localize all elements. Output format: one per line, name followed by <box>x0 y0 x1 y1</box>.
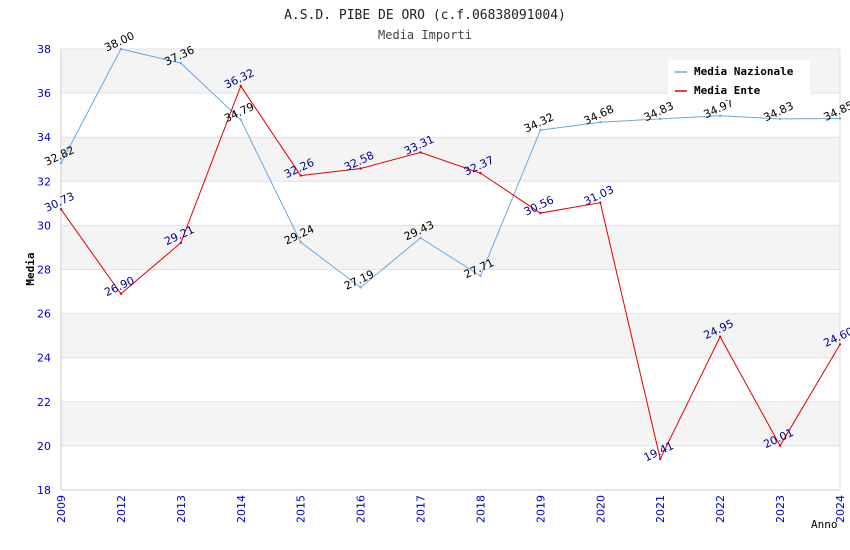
y-axis-label: Media <box>24 252 37 285</box>
data-point <box>838 343 842 346</box>
x-tick-label: 2023 <box>774 495 787 523</box>
data-point <box>838 117 842 120</box>
data-point <box>778 444 782 447</box>
data-point <box>539 211 542 215</box>
y-tick-label: 20 <box>37 440 51 453</box>
data-point <box>479 274 482 278</box>
data-point <box>179 241 183 245</box>
x-axis-label: Anno <box>811 518 838 531</box>
y-tick-label: 30 <box>37 219 51 232</box>
data-point <box>419 151 422 154</box>
data-point <box>659 117 662 121</box>
data-point <box>239 118 242 121</box>
legend: Media Nazionale Media Ente <box>668 60 810 100</box>
legend-entry-media-nazionale: Media Nazionale <box>694 65 794 78</box>
data-point <box>359 167 362 170</box>
x-tick-label: 2018 <box>474 495 487 523</box>
grid-band <box>61 401 840 446</box>
series-line-0 <box>60 48 841 288</box>
x-tick-label: 2015 <box>295 495 308 523</box>
grid-band <box>61 313 840 358</box>
y-axis: 18 20 22 24 26 28 30 32 34 36 38 <box>37 43 51 497</box>
y-tick-label: 36 <box>37 87 51 100</box>
chart-subtitle: Media Importi <box>378 28 472 42</box>
x-tick-label: 2016 <box>355 495 368 523</box>
x-axis: 2009 2012 2013 2014 2015 2016 2017 2018 2019 2020… <box>55 495 847 523</box>
x-tick-label: 2024 <box>834 495 847 523</box>
y-tick-label: 26 <box>37 308 51 321</box>
data-point <box>239 84 242 88</box>
grid-band <box>61 269 840 314</box>
grid-bands <box>60 48 841 491</box>
x-tick-label: 2009 <box>55 495 68 523</box>
x-tick-label: 2013 <box>175 495 188 523</box>
y-tick-label: 32 <box>37 175 51 188</box>
grid-band <box>61 93 840 138</box>
y-tick-label: 34 <box>37 131 51 144</box>
grid-band <box>61 357 840 402</box>
data-point <box>59 208 63 211</box>
grid-band <box>61 225 840 270</box>
y-tick-label: 18 <box>37 484 51 497</box>
legend-entry-media-ente: Media Ente <box>694 84 761 97</box>
data-point <box>299 240 302 244</box>
data-point <box>599 121 602 124</box>
chart-title: A.S.D. PIBE DE ORO (c.f.06838091004) <box>284 8 566 23</box>
x-tick-label: 2022 <box>714 495 727 523</box>
x-tick-label: 2014 <box>235 495 248 523</box>
x-tick-label: 2012 <box>115 495 128 523</box>
x-tick-label: 2021 <box>654 495 667 523</box>
data-point <box>479 171 482 175</box>
x-tick-label: 2020 <box>594 495 607 523</box>
data-point <box>59 162 63 165</box>
data-point <box>718 114 722 118</box>
data-point <box>539 128 542 132</box>
data-point <box>599 201 602 204</box>
series-lines <box>59 47 842 461</box>
data-point <box>659 457 662 461</box>
y-tick-label: 22 <box>37 396 51 409</box>
x-tick-label: 2019 <box>534 495 547 523</box>
grid-band <box>61 137 840 182</box>
data-point <box>119 292 123 295</box>
x-tick-label: 2017 <box>415 495 428 523</box>
legend-box <box>668 60 810 100</box>
grid-band <box>61 445 840 490</box>
y-tick-label: 28 <box>37 264 51 277</box>
data-point <box>179 61 183 65</box>
grid-band <box>61 181 840 226</box>
series-line-1 <box>60 84 841 461</box>
data-point <box>119 47 123 51</box>
data-point <box>419 236 422 240</box>
y-tick-label: 38 <box>37 43 51 56</box>
data-point <box>778 117 782 121</box>
data-point <box>718 335 722 338</box>
data-point <box>299 174 302 177</box>
data-point <box>359 286 362 289</box>
y-tick-label: 24 <box>37 352 51 365</box>
